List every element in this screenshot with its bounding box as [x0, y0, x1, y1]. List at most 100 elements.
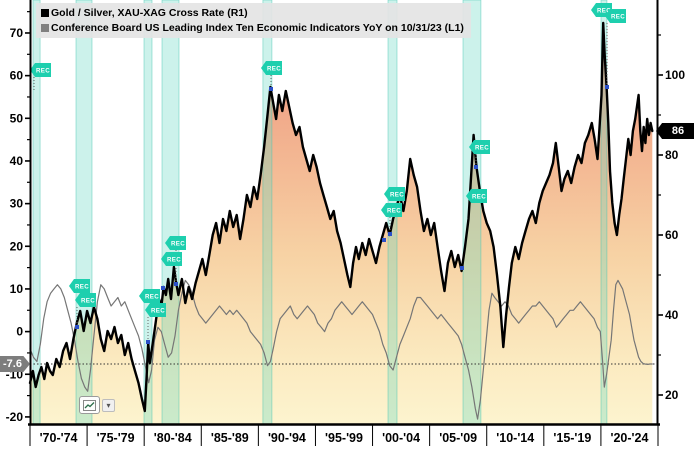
- area-fill: [30, 23, 653, 424]
- x-axis-label: '95-'99: [325, 431, 363, 445]
- left-axis-tick-label: 60: [10, 69, 24, 83]
- recession-point-marker: [146, 340, 150, 344]
- series-leading-index: [29, 279, 653, 420]
- rec-badge-label: REC: [267, 65, 281, 72]
- rec-badge-shape: [69, 279, 90, 293]
- rec-annotation-badge[interactable]: REC: [605, 9, 626, 23]
- recession-point-marker: [174, 282, 178, 286]
- legend-label-leading-index: Conference Board US Leading Index Ten Ec…: [51, 21, 464, 34]
- rec-annotation-badge[interactable]: REC: [145, 303, 166, 317]
- rec-badge-label: REC: [36, 67, 50, 74]
- left-axis-tick-label: 70: [10, 26, 24, 40]
- rec-annotation-badge[interactable]: REC: [381, 203, 402, 217]
- x-axis-label: '15-'19: [553, 431, 591, 445]
- rec-badge-shape: [161, 252, 182, 266]
- x-axis-label: '05-'09: [439, 431, 477, 445]
- chart-type-button[interactable]: [79, 396, 100, 414]
- left-axis-tick-label: 10: [10, 282, 24, 296]
- right-axis-last-value-badge: 86: [656, 123, 694, 139]
- legend-swatch-gray: [41, 23, 49, 32]
- right-axis-tick-label: 40: [665, 308, 679, 322]
- rec-badge-label: REC: [387, 207, 401, 214]
- left-axis-tick-label: 30: [10, 197, 24, 211]
- recession-point-marker: [388, 232, 392, 236]
- x-axis-label: '80-'84: [154, 431, 192, 445]
- rec-badge-shape: [466, 189, 487, 203]
- recession-band: [161, 0, 180, 425]
- rec-badge-shape: [605, 9, 626, 23]
- chart-legend: Gold / Silver, XAU-XAG Cross Rate (R1) C…: [36, 3, 471, 38]
- rec-badge-label: REC: [145, 293, 159, 300]
- right-axis-tick-label: 20: [665, 388, 679, 402]
- left-axis-tick-label: 20: [10, 239, 24, 253]
- right-axis-tick-label: 100: [665, 68, 685, 82]
- left-axis-tick-label: 0: [16, 325, 23, 339]
- legend-item-leading-index[interactable]: Conference Board US Leading Index Ten Ec…: [41, 20, 464, 35]
- recession-point-marker: [460, 266, 464, 270]
- legend-label-gold-silver: Gold / Silver, XAU-XAG Cross Rate (R1): [51, 6, 248, 19]
- recession-point-marker: [75, 325, 79, 329]
- rec-badge-shape: [261, 61, 282, 75]
- rec-annotation-badge[interactable]: REC: [30, 63, 51, 77]
- rec-badge-label: REC: [475, 144, 489, 151]
- recession-point-marker: [269, 87, 273, 91]
- rec-badge-label: REC: [597, 7, 611, 14]
- chevron-down-icon: ▾: [106, 401, 111, 410]
- left-axis-last-value-badge: -7.6: [0, 356, 30, 372]
- left-axis-tick-label: -20: [6, 410, 24, 424]
- rec-badge-label: REC: [151, 307, 165, 314]
- right-axis-tick-label: 80: [665, 148, 679, 162]
- line-chart-icon: [83, 399, 96, 411]
- rec-badge-shape: [381, 203, 402, 217]
- rec-badge-label: REC: [167, 256, 181, 263]
- recession-point-marker: [161, 286, 165, 290]
- rec-badge-label: REC: [171, 240, 185, 247]
- legend-swatch-black: [41, 8, 49, 17]
- x-axis-label: '70-'74: [40, 431, 78, 445]
- x-axis-label: '85-'89: [211, 431, 249, 445]
- rec-badge-shape: [30, 63, 51, 77]
- legend-item-gold-silver[interactable]: Gold / Silver, XAU-XAG Cross Rate (R1): [41, 5, 464, 20]
- rec-annotation-badge[interactable]: REC: [469, 140, 490, 154]
- rec-annotation-badge[interactable]: REC: [165, 236, 186, 250]
- left-axis-tick-label: 40: [10, 154, 24, 168]
- rec-badge-shape: [165, 236, 186, 250]
- rec-badge-label: REC: [390, 191, 404, 198]
- x-axis-label: '00-'04: [382, 431, 420, 445]
- x-axis-label: '10-'14: [496, 431, 534, 445]
- annotation-markers: [75, 85, 609, 344]
- rec-annotation-badge[interactable]: REC: [591, 3, 612, 17]
- rec-badge-label: REC: [611, 13, 625, 20]
- rec-annotation-badge[interactable]: REC: [384, 187, 405, 201]
- gold-silver-area-fill: [30, 23, 653, 424]
- rec-badge-shape: [75, 293, 96, 307]
- x-axis-label: '20-'24: [610, 431, 648, 445]
- rec-badge-shape: [469, 140, 490, 154]
- rec-annotation-badge[interactable]: REC: [466, 189, 487, 203]
- rec-annotation-badge[interactable]: REC: [69, 279, 90, 293]
- chart-type-dropdown[interactable]: ▾: [102, 399, 115, 412]
- right-axis-tick-label: 60: [665, 228, 679, 242]
- series-gold-silver: [28, 21, 654, 413]
- rec-badge-shape: [145, 303, 166, 317]
- rec-badge-label: REC: [75, 283, 89, 290]
- recession-point-marker: [474, 165, 478, 169]
- rec-annotation-badge[interactable]: REC: [261, 61, 282, 75]
- rec-badge-label: REC: [81, 297, 95, 304]
- left-axis-tick-label: 50: [10, 111, 24, 125]
- rec-badge-label: REC: [472, 193, 486, 200]
- rec-annotation-badge[interactable]: REC: [75, 293, 96, 307]
- rec-badge-shape: [139, 289, 160, 303]
- gold-silver-line: [28, 21, 654, 413]
- x-axis-label: '75-'79: [97, 431, 135, 445]
- rec-annotation-badge[interactable]: REC: [161, 252, 182, 266]
- rec-badge-shape: [384, 187, 405, 201]
- rec-badges[interactable]: RECRECRECRECRECRECRECRECRECRECRECRECRECR…: [30, 3, 626, 317]
- recession-point-marker: [382, 238, 386, 242]
- rec-badge-shape: [591, 3, 612, 17]
- x-axis-label: '90-'94: [268, 431, 306, 445]
- leading-index-line: [29, 279, 653, 420]
- recession-point-marker: [605, 85, 609, 89]
- rec-annotation-badge[interactable]: REC: [139, 289, 160, 303]
